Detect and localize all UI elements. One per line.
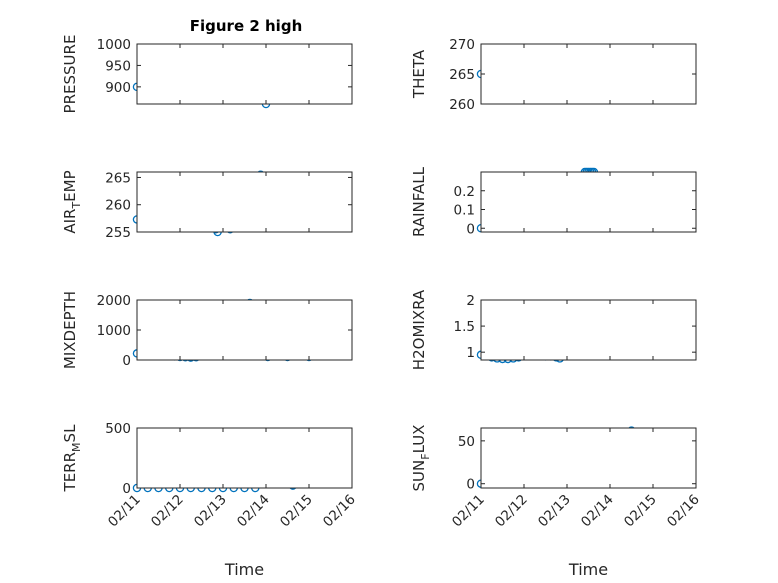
x-tick-label: 02/13 [191,492,230,531]
subplot-7: 0 500 02/11 02/12 02/13 02/14 02/15 02/16 Time TE… [61,421,359,579]
y-tick-label: 1000 [97,323,131,339]
y-axis-label-tail: EMP [61,170,79,201]
axes-box [480,43,697,105]
y-axis-label-tail: SL [61,424,79,443]
subplot-5: 0 1000 2000 MIXDEPTH [61,291,353,369]
x-tick-label: 02/14 [234,492,273,531]
y-tick-label: 0 [466,477,475,493]
y-axis-label-main: TERR [61,452,79,493]
x-tick-label: 02/13 [535,492,574,531]
subplot-1: 900 950 1000 PRESSURE [61,35,353,114]
y-tick-label: 1.5 [454,319,475,335]
y-axis-label-main: MIXDEPTH [61,291,79,369]
y-axis-label-main: SUN [410,460,428,492]
axes-box [136,299,353,361]
y-axis-label: TERRMSL [61,424,83,493]
y-tick-label: 265 [449,67,475,83]
y-axis-label: THETA [410,49,428,99]
subplot-8: 0 50 02/11 02/12 02/13 02/14 02/15 02/16 Time SUN… [410,425,703,579]
subplot-2: 260 265 270 THETA [410,37,697,113]
y-tick-label: 255 [105,225,131,241]
x-tick-label: 02/16 [320,492,359,531]
axes-box [136,43,353,105]
axes-box [480,427,697,489]
x-axis-label: Time [224,560,264,579]
y-tick-label: 0.1 [454,203,475,219]
y-tick-label: 900 [105,80,131,96]
y-axis-label-main: H2OMIXRA [410,289,428,370]
subplot-6: 1 1.5 2 H2OMIXRA [410,289,697,370]
y-axis-label: H2OMIXRA [410,289,428,370]
y-axis-label-subscript: M [70,442,83,452]
y-axis-label: PRESSURE [61,35,79,114]
axes-box [480,171,697,233]
y-tick-label: 260 [449,97,475,113]
y-tick-label: 0 [122,481,131,497]
figure-title: Figure 2 high [190,17,303,35]
y-axis-label-main: AIR [61,209,79,234]
y-tick-label: 265 [105,170,131,186]
y-axis-label-main: THETA [410,49,428,99]
y-axis-label-subscript: T [70,202,83,210]
y-axis-label: SUNFLUX [410,425,432,492]
y-tick-label: 1000 [97,37,131,53]
x-tick-label: 02/11 [105,492,144,531]
y-tick-label: 0 [122,353,131,369]
y-axis-label-main: RAINFALL [410,166,428,237]
y-tick-label: 2 [466,293,475,309]
x-tick-label: 02/15 [277,492,316,531]
y-axis-label-tail: LUX [410,425,428,454]
y-tick-label: 950 [105,58,131,74]
axes-box [136,171,353,233]
y-axis-label: RAINFALL [410,166,428,237]
x-axis-label: Time [568,560,608,579]
x-tick-label: 02/15 [621,492,660,531]
y-tick-label: 260 [105,198,131,214]
subplot-4: 0 0.1 0.2 RAINFALL [410,166,697,237]
y-tick-label: 2000 [97,293,131,309]
axes-box [480,299,697,361]
subplot-3: 255 260 265 AIRTEMP [61,170,353,241]
y-axis-label: MIXDEPTH [61,291,79,369]
y-tick-label: 50 [458,434,475,450]
x-tick-label: 02/12 [492,492,531,531]
y-tick-label: 0 [466,221,475,237]
y-tick-label: 500 [105,421,131,437]
y-tick-label: 270 [449,37,475,53]
y-tick-label: 0.2 [454,184,475,200]
y-axis-label-subscript: F [419,453,432,459]
x-tick-label: 02/12 [148,492,187,531]
x-tick-label: 02/11 [449,492,488,531]
y-axis-label: AIRTEMP [61,170,83,233]
y-tick-label: 1 [466,345,475,361]
y-axis-label-main: PRESSURE [61,35,79,114]
x-tick-label: 02/14 [578,492,617,531]
x-tick-label: 02/16 [664,492,703,531]
axes-box [136,427,353,489]
